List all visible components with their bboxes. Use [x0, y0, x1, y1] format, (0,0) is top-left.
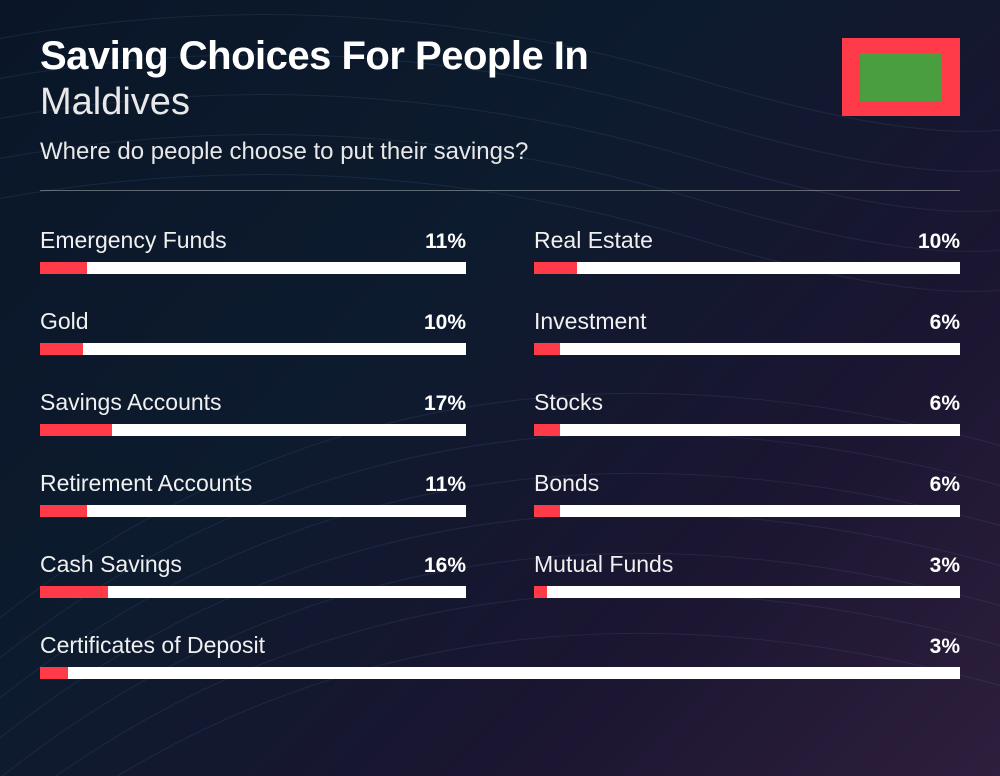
- item-label: Real Estate: [534, 227, 653, 254]
- chart-item: Retirement Accounts 11%: [40, 470, 466, 517]
- item-value: 3%: [930, 635, 960, 659]
- chart-item: Mutual Funds 3%: [534, 551, 960, 598]
- chart-item: Stocks 6%: [534, 389, 960, 436]
- item-label: Bonds: [534, 470, 599, 497]
- bar-track: [534, 262, 960, 274]
- bar-track: [534, 424, 960, 436]
- item-value: 16%: [424, 554, 466, 578]
- chart-item: Real Estate 10%: [534, 227, 960, 274]
- item-value: 11%: [425, 473, 466, 497]
- bar-track: [40, 262, 466, 274]
- bar-track: [534, 586, 960, 598]
- bar-fill: [534, 262, 577, 274]
- bar-fill: [40, 424, 112, 436]
- bar-fill: [40, 343, 83, 355]
- item-label: Savings Accounts: [40, 389, 222, 416]
- bar-track: [534, 343, 960, 355]
- item-value: 10%: [918, 230, 960, 254]
- item-label: Retirement Accounts: [40, 470, 252, 497]
- chart-item: Bonds 6%: [534, 470, 960, 517]
- item-label: Investment: [534, 308, 647, 335]
- bar-track: [40, 586, 466, 598]
- item-label: Emergency Funds: [40, 227, 227, 254]
- bar-track: [534, 505, 960, 517]
- bar-track: [40, 343, 466, 355]
- item-label: Gold: [40, 308, 89, 335]
- title-line2: Maldives: [40, 81, 842, 124]
- item-value: 10%: [424, 311, 466, 335]
- item-label: Stocks: [534, 389, 603, 416]
- chart-grid: Emergency Funds 11% Real Estate 10% Gold 10% I…: [40, 227, 960, 679]
- bar-track: [40, 424, 466, 436]
- crescent-icon: [886, 60, 916, 94]
- item-label: Cash Savings: [40, 551, 182, 578]
- item-value: 6%: [930, 392, 960, 416]
- divider: [40, 190, 960, 191]
- chart-item: Certificates of Deposit 3%: [40, 632, 960, 679]
- chart-item: Gold 10%: [40, 308, 466, 355]
- header: Saving Choices For People In Maldives Wh…: [40, 34, 960, 166]
- bar-fill: [534, 343, 560, 355]
- bar-fill: [534, 505, 560, 517]
- item-value: 17%: [424, 392, 466, 416]
- chart-item: Savings Accounts 17%: [40, 389, 466, 436]
- bar-fill: [40, 505, 87, 517]
- item-label: Certificates of Deposit: [40, 632, 265, 659]
- chart-item: Emergency Funds 11%: [40, 227, 466, 274]
- flag-icon: [842, 38, 960, 116]
- title-line1: Saving Choices For People In: [40, 34, 842, 79]
- item-label: Mutual Funds: [534, 551, 673, 578]
- item-value: 11%: [425, 230, 466, 254]
- item-value: 6%: [930, 311, 960, 335]
- chart-item: Cash Savings 16%: [40, 551, 466, 598]
- bar-track: [40, 667, 960, 679]
- bar-track: [40, 505, 466, 517]
- item-value: 3%: [930, 554, 960, 578]
- bar-fill: [40, 586, 108, 598]
- chart-item: Investment 6%: [534, 308, 960, 355]
- subtitle: Where do people choose to put their savi…: [40, 138, 842, 166]
- bar-fill: [534, 586, 547, 598]
- bar-fill: [534, 424, 560, 436]
- item-value: 6%: [930, 473, 960, 497]
- bar-fill: [40, 262, 87, 274]
- bar-fill: [40, 667, 68, 679]
